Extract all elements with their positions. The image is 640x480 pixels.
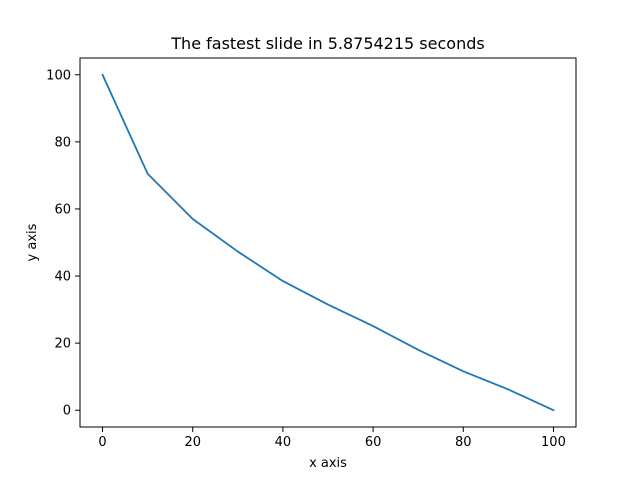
x-axis-label: x axis [309, 456, 347, 471]
y-tick-label: 100 [46, 68, 71, 83]
y-axis: 0 20 40 60 80 100 [46, 68, 80, 419]
plot-frame [79, 57, 577, 428]
y-tick-label: 20 [54, 337, 71, 352]
y-axis-label: y axis [25, 223, 40, 261]
x-tick-label: 0 [98, 435, 106, 450]
x-tick-label: 60 [365, 435, 382, 450]
y-tick-label: 40 [54, 270, 71, 285]
y-tick-label: 60 [54, 202, 71, 217]
x-tick-label: 20 [184, 435, 201, 450]
chart-title: The fastest slide in 5.8754215 seconds [170, 34, 484, 53]
x-tick-label: 80 [455, 435, 472, 450]
y-tick-label: 80 [54, 135, 71, 150]
series-layer [101, 73, 555, 412]
x-tick-label: 100 [541, 435, 566, 450]
x-axis: 0 20 40 60 80 100 [98, 427, 566, 450]
y-tick-label: 0 [63, 404, 71, 419]
series-line [101, 73, 555, 412]
x-tick-label: 40 [275, 435, 292, 450]
